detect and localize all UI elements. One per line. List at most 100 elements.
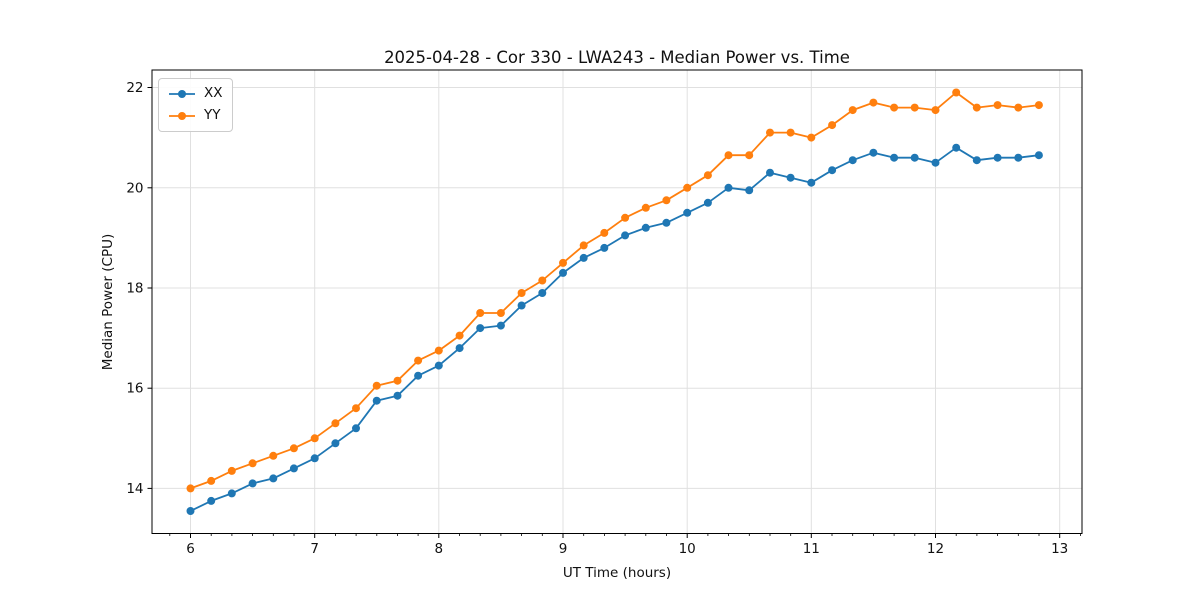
data-point-yy	[621, 213, 630, 222]
x-tick-label: 8	[435, 541, 444, 557]
data-point-yy	[269, 451, 278, 460]
data-point-yy	[517, 289, 526, 297]
data-point-xx	[848, 156, 857, 165]
x-tick-label: 11	[803, 541, 820, 557]
data-point-yy	[331, 419, 340, 428]
data-point-xx	[414, 371, 423, 380]
data-point-yy	[579, 241, 588, 250]
data-point-xx	[559, 268, 567, 277]
data-point-xx	[931, 158, 940, 167]
data-point-xx	[641, 223, 650, 232]
data-point-yy	[724, 151, 733, 160]
data-point-xx	[331, 439, 340, 448]
data-point-yy	[683, 183, 692, 192]
data-point-xx	[972, 156, 981, 165]
data-point-xx	[186, 507, 195, 515]
data-point-xx	[476, 324, 485, 333]
data-point-xx	[352, 424, 360, 433]
plot-border	[151, 69, 1083, 534]
data-point-xx	[952, 143, 961, 152]
legend-line-marker-xx-icon	[169, 90, 195, 98]
data-point-xx	[1014, 153, 1023, 162]
data-point-yy	[890, 103, 899, 112]
legend-label-yy: YY	[204, 107, 221, 124]
data-point-xx	[621, 231, 630, 240]
legend-item-yy: YY	[167, 106, 223, 126]
data-point-yy	[766, 128, 774, 137]
data-point-xx	[517, 301, 526, 310]
y-axis-label: Median Power (CPU)	[100, 234, 116, 370]
x-tick-label: 10	[679, 541, 696, 557]
data-point-xx	[538, 289, 547, 297]
data-point-yy	[227, 466, 236, 475]
data-point-xx	[455, 344, 464, 353]
data-point-xx	[310, 454, 319, 463]
data-point-yy	[910, 103, 919, 112]
data-point-yy	[745, 151, 754, 160]
data-point-yy	[248, 459, 257, 468]
data-point-xx	[910, 153, 919, 162]
data-point-yy	[455, 331, 464, 340]
data-point-yy	[1034, 101, 1043, 110]
data-point-yy	[641, 203, 650, 212]
data-point-yy	[931, 106, 940, 115]
data-point-yy	[496, 309, 505, 317]
series-yy-line	[190, 91, 1040, 490]
data-point-yy	[393, 376, 402, 385]
data-point-yy	[600, 228, 609, 237]
data-point-xx	[662, 218, 671, 227]
data-point-yy	[993, 101, 1002, 110]
data-point-xx	[786, 173, 795, 182]
data-point-xx	[703, 198, 712, 207]
data-point-yy	[207, 476, 216, 485]
data-point-xx	[227, 489, 236, 498]
data-point-yy	[869, 98, 878, 107]
legend-label-xx: XX	[204, 85, 223, 102]
data-point-xx	[600, 243, 609, 252]
data-point-yy	[1014, 103, 1023, 112]
data-point-yy	[848, 106, 857, 115]
legend: XX YY	[158, 78, 233, 132]
data-point-yy	[972, 103, 981, 112]
y-tick-label: 18	[126, 281, 143, 297]
data-point-xx	[579, 253, 588, 262]
x-tick-label: 6	[186, 541, 195, 557]
data-point-yy	[952, 88, 961, 97]
data-point-yy	[414, 356, 423, 365]
data-point-xx	[372, 396, 381, 405]
x-tick-label: 9	[559, 541, 568, 557]
data-point-yy	[310, 434, 319, 443]
data-point-xx	[745, 186, 754, 195]
x-tick-label: 12	[927, 541, 944, 557]
data-point-xx	[683, 208, 692, 217]
data-point-xx	[496, 321, 505, 330]
x-tick-label: 7	[310, 541, 319, 557]
data-point-yy	[703, 171, 712, 180]
x-tick-label: 13	[1051, 541, 1068, 557]
legend-line-marker-yy-icon	[169, 112, 195, 120]
data-point-xx	[269, 474, 278, 483]
y-tick-label: 16	[126, 381, 143, 397]
data-point-yy	[186, 484, 195, 493]
data-point-yy	[786, 128, 795, 137]
data-point-xx	[1034, 151, 1043, 160]
data-point-yy	[372, 381, 381, 390]
data-point-xx	[807, 178, 816, 187]
data-point-xx	[207, 496, 216, 505]
data-point-xx	[724, 183, 733, 192]
x-axis-label: UT Time (hours)	[563, 565, 671, 581]
data-point-yy	[434, 346, 443, 355]
data-point-xx	[434, 361, 443, 370]
data-point-xx	[869, 148, 878, 157]
data-point-yy	[476, 309, 485, 317]
y-tick-label: 22	[126, 80, 143, 96]
data-point-xx	[289, 464, 298, 473]
data-point-yy	[828, 121, 837, 130]
data-point-xx	[248, 479, 257, 488]
data-point-xx	[890, 153, 899, 162]
data-point-yy	[538, 276, 547, 285]
data-point-yy	[352, 404, 360, 413]
data-point-yy	[559, 258, 567, 267]
